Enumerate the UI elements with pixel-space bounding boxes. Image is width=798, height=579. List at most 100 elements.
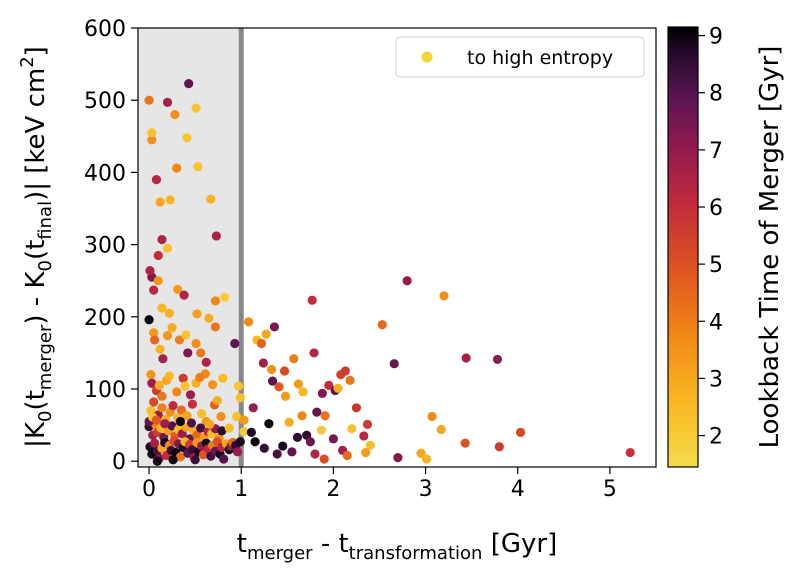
data-point [157,234,167,245]
data-point [144,95,154,105]
data-point [201,357,211,367]
data-point [147,378,157,388]
data-point [258,358,268,368]
data-point [184,78,194,89]
data-point [181,330,191,340]
data-point [147,135,157,145]
colorbar-tick-label: 3 [709,367,723,392]
legend-marker [421,51,433,63]
data-point [393,453,403,463]
colorbar-tick-label: 5 [709,253,723,278]
data-point [261,329,271,339]
data-point [239,415,249,425]
data-point [515,427,526,437]
data-point [149,328,159,338]
data-point [625,447,635,458]
colorbar-label: Lookback Time of Merger [Gyr] [755,46,785,449]
x-tick-label: 4 [511,477,525,502]
data-point [279,366,290,376]
data-point [230,338,240,349]
data-point [316,425,327,435]
data-point [427,411,437,422]
data-point [389,359,399,369]
plot-area [137,27,657,468]
data-point [310,449,320,459]
y-tick-label: 200 [84,306,126,331]
data-point [224,423,234,433]
data-point [149,397,159,407]
data-point [154,380,164,391]
data-point [176,405,186,415]
x-tick-label: 0 [142,477,156,502]
data-point [157,391,167,401]
data-point [280,391,291,401]
x-tick-label: 2 [326,477,340,502]
x-tick-label: 1 [234,477,248,502]
data-point [340,366,350,376]
legend-box [395,36,645,78]
data-point [259,443,269,453]
data-point [165,195,175,205]
data-point [216,411,226,422]
data-point [305,437,315,447]
data-point [317,388,327,398]
data-point [292,432,303,442]
data-point [191,103,201,113]
data-point [182,411,192,421]
data-point [287,447,297,457]
data-point [208,380,218,390]
data-point [333,383,343,393]
data-point [144,315,154,325]
legend-label: to high entropy [467,47,613,69]
data-point [235,393,245,403]
colorbar-tick-label: 8 [709,82,723,107]
data-point [256,338,267,349]
data-point [162,243,173,253]
data-point [320,411,330,421]
data-point [217,426,227,436]
colorbar-ticks: 2 3 4 5 6 7 8 9 [698,25,723,450]
data-point [210,322,221,332]
data-point [361,447,371,458]
data-point [289,354,299,364]
data-point [264,419,274,429]
y-tick-label: 500 [84,89,126,114]
data-point [267,364,277,375]
data-point [157,403,167,413]
data-point [168,401,178,411]
data-point [324,380,334,391]
data-point [160,419,170,429]
data-point [244,317,254,327]
data-point [297,411,307,421]
y-tick-label: 0 [112,450,126,475]
data-point [178,373,188,383]
data-point [402,276,412,286]
data-point [416,448,426,458]
data-point [167,323,177,333]
data-point [162,97,173,107]
legend: to high entropy [395,36,645,78]
data-point [186,418,197,428]
data-point [220,292,230,302]
data-point [164,371,174,381]
data-point [347,424,357,434]
data-point [149,285,159,295]
data-point [190,455,200,465]
data-point [345,375,355,385]
data-point [175,452,185,462]
data-point [187,399,197,409]
data-point [212,395,222,406]
data-point [211,231,221,241]
data-point [218,373,228,383]
data-point [362,419,373,429]
y-tick-label: 100 [84,378,126,403]
data-point [155,197,165,207]
data-point [147,128,157,138]
data-point [307,295,317,305]
data-point [460,438,470,448]
y-axis-ticks: 0 100 200 300 400 500 600 [84,17,138,475]
data-point [309,348,319,358]
data-point [158,354,168,364]
x-tick-label: 5 [603,477,617,502]
